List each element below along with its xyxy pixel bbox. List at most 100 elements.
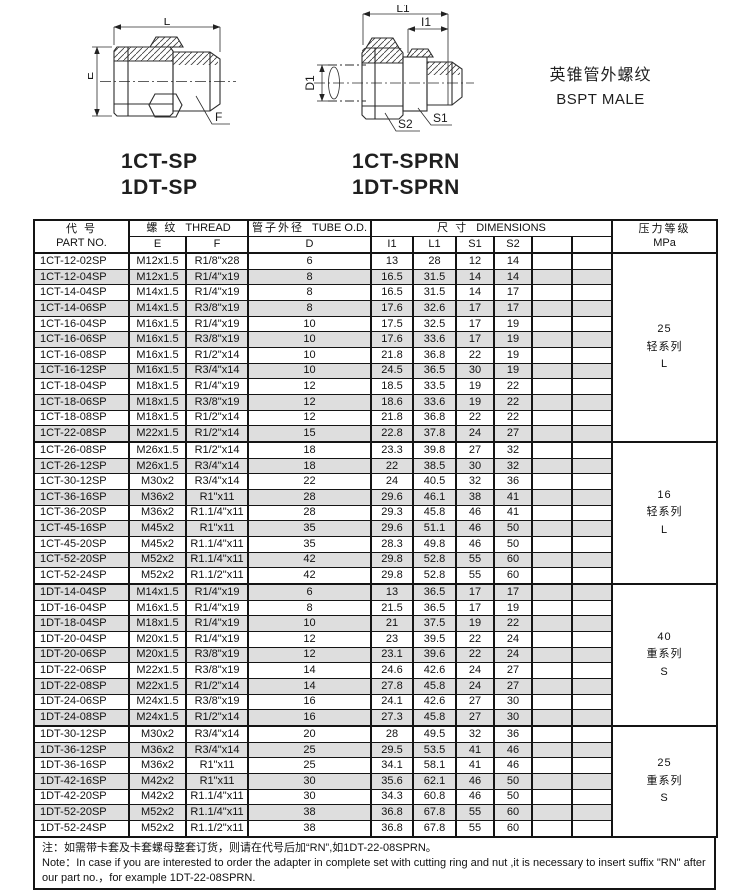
dim-i1-cell: 35.6 (370, 772, 415, 790)
table-row: 1DT-20-06SP M20x1.5 R3/8"x19 12 23.1 39.6 22 24 (33, 646, 717, 664)
tube-od-cell: 12 (247, 630, 373, 648)
empty-cell (531, 488, 574, 506)
empty-cell (571, 520, 614, 537)
tube-od-cell: 25 (247, 741, 373, 759)
thread-f-cell: R3/4"x14 (184, 473, 250, 490)
dim-l1-cell: 39.6 (412, 646, 458, 664)
empty-cell (571, 757, 614, 774)
dim-i1-cell: 22.8 (370, 425, 415, 443)
thread-e-cell: M26x1.5 (128, 440, 187, 459)
tube-od-cell: 35 (247, 520, 373, 537)
model-label: 1DT-SPRN (352, 176, 460, 199)
dim-s2-cell: 46 (493, 741, 534, 759)
dim-s1-cell: 27 (455, 709, 496, 727)
thread-e-cell: M52x2 (128, 551, 187, 569)
parts-table-body: 1CT-12-02SP M12x1.5 R1/8"x28 6 13 28 12 14 25 轻系列… (33, 251, 719, 838)
empty-cell (531, 804, 574, 821)
empty-cell (571, 457, 614, 475)
dim-l1-cell: 39.8 (412, 440, 458, 459)
empty-cell (531, 440, 574, 459)
thread-e-cell: M18x1.5 (128, 615, 187, 632)
part-no-cell: 1CT-16-12SP (33, 362, 130, 380)
empty-cell (531, 582, 574, 601)
empty-cell (571, 300, 614, 317)
thread-e-cell: M18x1.5 (128, 378, 187, 395)
dim-s1-cell: 24 (455, 662, 496, 679)
dim-s1-cell: 24 (455, 425, 496, 443)
empty-cell (571, 535, 614, 553)
table-row: 1CT-16-12SP M16x1.5 R3/4"x14 10 24.5 36.5 30 19 (33, 362, 717, 380)
dim-i1-cell: 27.8 (370, 677, 415, 695)
thread-e-cell: M30x2 (128, 473, 187, 490)
empty-cell (531, 504, 574, 522)
part-no-cell: 1CT-12-04SP (33, 268, 130, 286)
dim-s2-cell: 17 (493, 300, 534, 317)
tube-od-cell: 30 (247, 772, 373, 790)
empty-cell (571, 630, 614, 648)
thread-e-cell: M16x1.5 (128, 599, 187, 617)
table-row: 1DT-36-16SP M36x2 R1"x11 25 34.1 58.1 41 46 (33, 757, 717, 774)
table-row: 1CT-52-20SP M52x2 R1.1/4"x11 42 29.8 52.8 55 60 (33, 551, 717, 569)
parts-table: 代 号 PART NO. 螺 纹 THREAD 管子外径 TUBE O.D. 尺 寸… (33, 219, 719, 838)
empty-cell (571, 393, 614, 411)
thread-f-cell: R1/2"x14 (184, 440, 250, 459)
dim-s1-cell: 17 (455, 300, 496, 317)
dim-s1-cell: 17 (455, 582, 496, 601)
dim-i1-cell: 29.8 (370, 567, 415, 585)
dim-l1-cell: 58.1 (412, 757, 458, 774)
dim-s1-cell: 46 (455, 535, 496, 553)
thread-e-cell: M18x1.5 (128, 393, 187, 411)
model-label: 1CT-SPRN (352, 150, 460, 173)
dim-s2-cell: 14 (493, 251, 534, 270)
thread-f-cell: R1.1/4"x11 (184, 551, 250, 569)
empty-cell (571, 268, 614, 286)
note-chinese: 注：如需带卡套及卡套螺母整套订货，则请在代号后加“RN”,如1DT-22-08S… (42, 842, 437, 854)
tube-od-cell: 35 (247, 535, 373, 553)
thread-f-cell: R1.1/4"x11 (184, 504, 250, 522)
dim-l1-cell: 67.8 (412, 819, 458, 838)
tube-od-cell: 38 (247, 804, 373, 821)
part-no-cell: 1DT-42-16SP (33, 772, 130, 790)
dim-s1-cell: 19 (455, 615, 496, 632)
part-no-cell: 1DT-36-16SP (33, 757, 130, 774)
part-no-cell: 1CT-45-16SP (33, 520, 130, 537)
tube-od-cell: 28 (247, 504, 373, 522)
dim-l1-cell: 33.5 (412, 378, 458, 395)
dim-s2-cell: 30 (493, 709, 534, 727)
dim-s2-cell: 14 (493, 268, 534, 286)
thread-e-cell: M20x1.5 (128, 646, 187, 664)
table-row: 1CT-12-02SP M12x1.5 R1/8"x28 6 13 28 12 14 25 轻系列… (33, 251, 719, 443)
dim-i1-cell: 18.5 (370, 378, 415, 395)
table-row: 1CT-26-08SP M26x1.5 R1/2"x14 18 23.3 39.8 27 32… (33, 440, 719, 585)
dim-s2-cell: 27 (493, 677, 534, 695)
empty-cell (531, 757, 574, 774)
pressure-group-cell: 25 轻系列 L (611, 252, 719, 443)
dim-i1-cell: 17.6 (370, 331, 415, 348)
parts-table-header: 代 号 PART NO. 螺 纹 THREAD 管子外径 TUBE O.D. 尺 寸… (33, 219, 719, 254)
empty-cell (531, 662, 574, 679)
dim-l1-cell: 39.5 (412, 630, 458, 648)
table-row: 1CT-16-06SP M16x1.5 R3/8"x19 10 17.6 33.6 17 19 (33, 331, 717, 348)
table-row: 1CT-22-08SP M22x1.5 R1/2"x14 15 22.8 37.8 24 27 (33, 425, 717, 443)
thread-e-cell: M14x1.5 (128, 300, 187, 317)
page-title: 英锥管外螺纹 BSPT MALE (543, 61, 658, 108)
empty-cell (531, 300, 574, 317)
dim-i1-cell: 24.6 (370, 662, 415, 679)
thread-f-cell: R1.1/2"x11 (184, 567, 250, 585)
dim-l1-cell: 45.8 (412, 709, 458, 727)
part-no-cell: 1DT-52-20SP (33, 804, 130, 821)
dim-s1-cell: 22 (455, 346, 496, 364)
part-no-cell: 1CT-14-04SP (33, 284, 130, 302)
dim-i1-cell: 23.3 (370, 440, 415, 459)
dim-s1-cell: 17 (455, 315, 496, 333)
empty-cell (531, 741, 574, 759)
empty-cell (531, 709, 574, 727)
table-row: 1DT-24-08SP M24x1.5 R1/2"x14 16 27.3 45.8 27 30 (33, 709, 717, 727)
dim-s2-cell: 17 (493, 582, 534, 601)
dim-i1-cell: 22 (370, 457, 415, 475)
thread-e-cell: M36x2 (128, 488, 187, 506)
dim-s2-cell: 41 (493, 488, 534, 506)
part-no-cell: 1DT-16-04SP (33, 599, 130, 617)
empty-cell (571, 551, 614, 569)
part-no-cell: 1CT-26-08SP (33, 440, 130, 459)
